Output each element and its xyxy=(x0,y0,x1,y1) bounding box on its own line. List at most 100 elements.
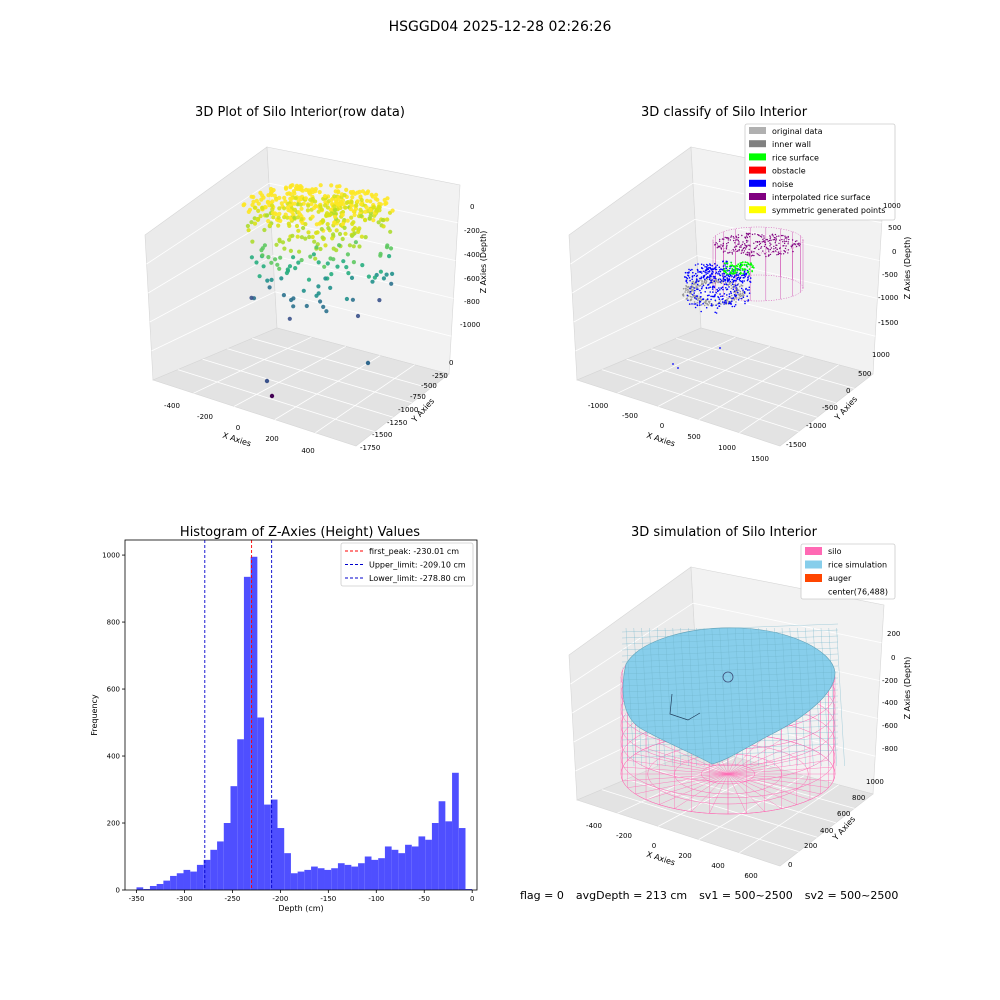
flag-value: flag = 0 xyxy=(520,889,564,902)
interpolated-point xyxy=(770,239,772,241)
interpolated-point xyxy=(793,243,795,245)
noise-point xyxy=(719,293,721,295)
interpolated-point xyxy=(716,247,718,249)
silo-radial xyxy=(727,773,747,814)
legend-swatch xyxy=(749,127,766,134)
data-point xyxy=(287,316,292,321)
data-point xyxy=(350,195,355,200)
point-cloud xyxy=(241,183,395,399)
original-point xyxy=(682,295,685,297)
original-point xyxy=(695,285,697,287)
interpolated-point xyxy=(762,238,764,241)
noise-point xyxy=(677,367,679,369)
noise-point xyxy=(712,291,714,293)
original-point xyxy=(738,297,740,299)
noise-point xyxy=(705,306,708,309)
gridline xyxy=(177,369,375,432)
noise-point xyxy=(693,292,695,294)
data-point xyxy=(363,209,368,214)
interpolated-point xyxy=(798,245,800,247)
interpolated-point xyxy=(777,251,780,253)
data-point xyxy=(346,271,351,276)
interpolated-point xyxy=(737,236,740,239)
noise-point xyxy=(699,296,702,298)
original-point xyxy=(702,283,704,285)
noise-point xyxy=(688,277,691,279)
noise-point xyxy=(739,279,741,282)
data-point xyxy=(267,223,272,228)
rice-surface-point xyxy=(739,267,742,269)
data-point xyxy=(296,185,301,190)
original-point xyxy=(704,301,706,303)
interpolated-point xyxy=(749,233,751,235)
noise-point xyxy=(709,286,711,289)
data-point xyxy=(351,227,356,232)
histogram-bar xyxy=(405,844,412,890)
rice-surface-point xyxy=(738,264,741,267)
data-point xyxy=(378,269,383,274)
z-tick-label: -800 xyxy=(464,298,480,306)
noise-point xyxy=(719,347,721,349)
noise-point xyxy=(732,276,735,279)
noise-point xyxy=(714,311,716,314)
x-tick-label: 400 xyxy=(711,862,724,870)
interpolated-point xyxy=(736,238,738,240)
z-tick-label: 0 xyxy=(891,654,895,662)
y-tick-label: -1500 xyxy=(372,431,392,439)
rice-surface-point xyxy=(741,264,744,267)
interpolated-point xyxy=(765,246,768,249)
silo-radial xyxy=(727,773,765,812)
interpolated-point xyxy=(746,241,748,243)
data-point xyxy=(316,260,321,265)
data-point xyxy=(246,228,251,233)
data-point xyxy=(352,212,357,218)
histogram-bar xyxy=(196,864,204,890)
noise-point xyxy=(728,301,731,303)
data-point xyxy=(370,279,375,284)
data-point xyxy=(365,198,370,203)
histogram-bar xyxy=(331,868,338,890)
data-point xyxy=(350,297,355,302)
interpolated-point xyxy=(773,250,775,253)
interpolated-point xyxy=(721,245,724,247)
chart-title: 3D Plot of Silo Interior(row data) xyxy=(195,105,405,120)
noise-point xyxy=(734,304,737,306)
interpolated-point xyxy=(776,248,778,251)
noise-point xyxy=(715,271,718,274)
data-point xyxy=(387,254,392,259)
noise-point xyxy=(706,263,708,266)
original-point xyxy=(714,282,716,284)
surface-mesh-line xyxy=(621,641,839,651)
legend-label: center(76,488) xyxy=(828,588,888,597)
noise-point xyxy=(748,289,750,291)
data-point xyxy=(274,197,279,202)
noise-point xyxy=(718,266,721,269)
gridline xyxy=(651,348,836,404)
original-point xyxy=(697,299,699,302)
y-tick-label: -1250 xyxy=(387,419,407,427)
interpolated-point xyxy=(757,254,760,256)
rice-surface-point xyxy=(746,271,749,274)
rice-surface-point xyxy=(748,273,751,275)
rice-surface-point xyxy=(736,268,739,271)
noise-point xyxy=(729,267,731,270)
noise-point xyxy=(731,300,733,303)
floor-pane xyxy=(576,747,874,867)
data-point xyxy=(313,256,318,261)
original-point xyxy=(730,284,733,287)
center-marker xyxy=(722,671,734,683)
noise-point xyxy=(719,274,722,277)
data-point xyxy=(295,215,300,220)
interpolated-point xyxy=(732,236,734,238)
data-point xyxy=(277,237,282,242)
surface-mesh-line xyxy=(621,695,839,705)
noise-point xyxy=(725,301,727,303)
data-point xyxy=(297,249,302,254)
histogram-bar xyxy=(384,846,392,890)
noise-point xyxy=(702,275,705,277)
noise-point xyxy=(718,273,721,275)
outlier-point xyxy=(365,360,371,366)
data-point xyxy=(363,235,368,240)
noise-point xyxy=(728,269,730,272)
data-point xyxy=(344,296,349,302)
